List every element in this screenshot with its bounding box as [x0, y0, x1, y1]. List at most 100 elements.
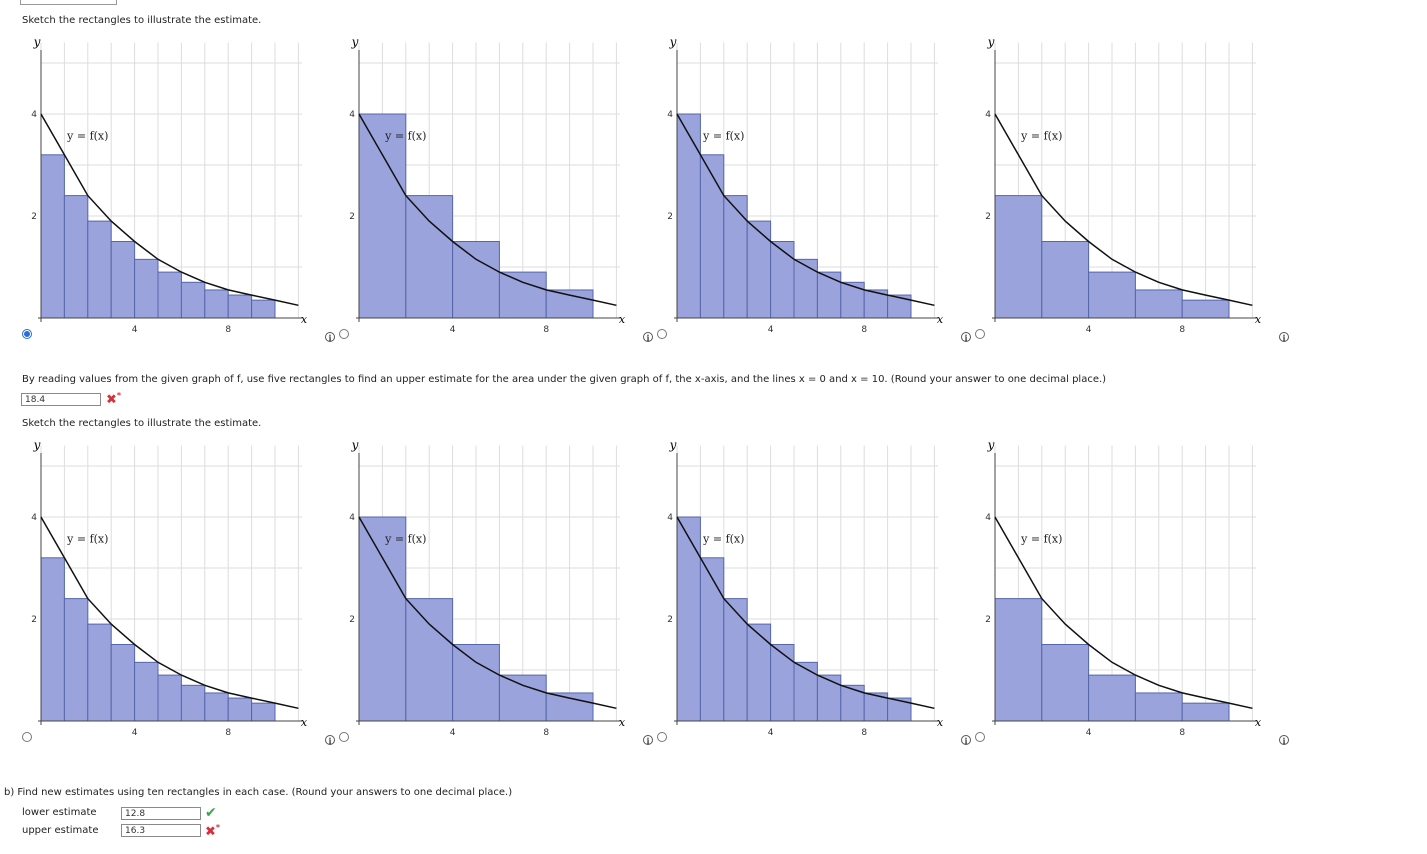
radio-option-6[interactable]	[339, 732, 349, 742]
info-icon[interactable]: i	[643, 735, 653, 746]
graph-option-1[interactable]: 2 4 4 8 y x y = f(x)	[20, 35, 310, 335]
curve-label: y = f(x)	[384, 533, 426, 546]
y-axis-label: y	[33, 438, 41, 452]
riemann-sum-graph: 2 4 4 8 y x y = f(x)	[985, 438, 1262, 738]
graph-option-8[interactable]: 2 4 4 8 y x y = f(x)	[974, 438, 1264, 738]
approximation-rectangle	[676, 516, 701, 722]
radio-option-5[interactable]	[22, 732, 32, 742]
approximation-rectangle	[699, 557, 725, 722]
y-axis-label: y	[669, 35, 677, 49]
x-tick-label: 4	[450, 325, 456, 335]
approximation-rectangle	[452, 644, 500, 722]
approximation-rectangle	[1134, 289, 1183, 319]
x-tick-label: 8	[543, 325, 549, 335]
y-axis-label: y	[987, 438, 995, 452]
approximation-rectangle	[746, 623, 772, 722]
approximation-rectangle	[63, 598, 89, 722]
y-tick-label: 4	[31, 110, 37, 120]
cross-icon: ✖*	[106, 391, 122, 408]
y-tick-label: 2	[31, 212, 37, 222]
approximation-rectangle	[1134, 692, 1183, 722]
upper-estimate-b-field[interactable]: 16.3	[121, 824, 201, 837]
approximation-rectangle	[40, 154, 65, 319]
approximation-rectangle	[110, 644, 136, 722]
x-axis-label: x	[301, 313, 308, 326]
y-tick-label: 4	[349, 513, 355, 523]
approximation-rectangle	[134, 258, 159, 319]
x-axis-label: x	[301, 716, 308, 729]
upper-estimate-prompt: By reading values from the given graph o…	[22, 374, 1107, 385]
approximation-rectangle	[63, 195, 89, 319]
radio-option-2[interactable]	[339, 329, 349, 339]
approximation-rectangle	[840, 281, 865, 319]
curve-label: y = f(x)	[66, 130, 108, 143]
radio-option-4[interactable]	[975, 329, 985, 339]
y-tick-label: 4	[667, 110, 673, 120]
x-tick-label: 8	[861, 728, 867, 738]
riemann-sum-graph: 2 4 4 8 y x y = f(x)	[31, 35, 308, 335]
lower-estimate-field[interactable]: 12.8	[121, 807, 201, 820]
curve-y-equals-f-of-x	[676, 113, 935, 307]
info-icon[interactable]: i	[325, 332, 335, 343]
x-tick-label: 8	[1179, 728, 1185, 738]
approximation-rectangle	[699, 154, 725, 319]
x-axis-label: x	[619, 313, 626, 326]
info-icon[interactable]: i	[961, 735, 971, 746]
approximation-rectangle	[498, 271, 547, 319]
curve-y-equals-f-of-x	[994, 516, 1253, 710]
riemann-sum-graph: 2 4 4 8 y x y = f(x)	[667, 35, 944, 335]
y-tick-label: 2	[667, 212, 673, 222]
y-tick-label: 4	[985, 513, 991, 523]
info-icon[interactable]: i	[961, 332, 971, 343]
x-tick-label: 8	[1179, 325, 1185, 335]
approximation-rectangle	[87, 623, 112, 722]
y-tick-label: 4	[31, 513, 37, 523]
x-tick-label: 8	[225, 728, 231, 738]
y-tick-label: 2	[349, 212, 355, 222]
y-axis-label: y	[33, 35, 41, 49]
approximation-rectangle	[157, 271, 182, 319]
graph-option-2[interactable]: 2 4 4 8 y x y = f(x)	[338, 35, 628, 335]
sketch-label-1: Sketch the rectangles to illustrate the …	[22, 15, 262, 26]
graph-option-6[interactable]: 2 4 4 8 y x y = f(x)	[338, 438, 628, 738]
curve-y-equals-f-of-x	[676, 516, 935, 710]
approximation-rectangle	[723, 195, 748, 319]
info-icon[interactable]: i	[325, 735, 335, 746]
approximation-rectangle	[452, 241, 500, 319]
approximation-rectangle	[816, 271, 842, 319]
cross-icon: ✖*	[205, 823, 221, 840]
approximation-rectangle	[770, 644, 795, 722]
x-axis-label: x	[937, 716, 944, 729]
approximation-rectangle	[405, 195, 454, 319]
graph-option-4[interactable]: 2 4 4 8 y x y = f(x)	[974, 35, 1264, 335]
info-icon[interactable]: i	[643, 332, 653, 343]
y-axis-label: y	[987, 35, 995, 49]
y-tick-label: 2	[349, 615, 355, 625]
approximation-rectangle	[251, 299, 276, 319]
part-b-prompt: b) Find new estimates using ten rectangl…	[4, 787, 513, 798]
approximation-rectangle	[87, 220, 112, 319]
radio-option-3[interactable]	[657, 329, 667, 339]
approximation-rectangle	[746, 220, 772, 319]
approximation-rectangle	[227, 697, 253, 722]
approximation-rectangle	[1088, 674, 1136, 722]
approximation-rectangle	[1181, 299, 1230, 319]
sketch-label-2: Sketch the rectangles to illustrate the …	[22, 418, 262, 429]
approximation-rectangle	[793, 661, 818, 722]
graph-option-3[interactable]: 2 4 4 8 y x y = f(x)	[656, 35, 946, 335]
radio-option-7[interactable]	[657, 732, 667, 742]
info-icon[interactable]: i	[1279, 332, 1289, 343]
riemann-sum-graph: 2 4 4 8 y x y = f(x)	[349, 35, 626, 335]
approximation-rectangle	[157, 674, 182, 722]
approximation-rectangle	[793, 258, 818, 319]
info-icon[interactable]: i	[1279, 735, 1289, 746]
approximation-rectangle	[545, 692, 594, 722]
radio-option-8[interactable]	[975, 732, 985, 742]
radio-option-1[interactable]	[22, 329, 32, 339]
graph-option-7[interactable]: 2 4 4 8 y x y = f(x)	[656, 438, 946, 738]
upper-estimate-field[interactable]: 18.4	[21, 393, 101, 406]
checkmark-icon: ✔	[205, 805, 217, 821]
x-tick-label: 4	[450, 728, 456, 738]
previous-answer-field-edge	[20, 0, 117, 5]
graph-option-5[interactable]: 2 4 4 8 y x y = f(x)	[20, 438, 310, 738]
